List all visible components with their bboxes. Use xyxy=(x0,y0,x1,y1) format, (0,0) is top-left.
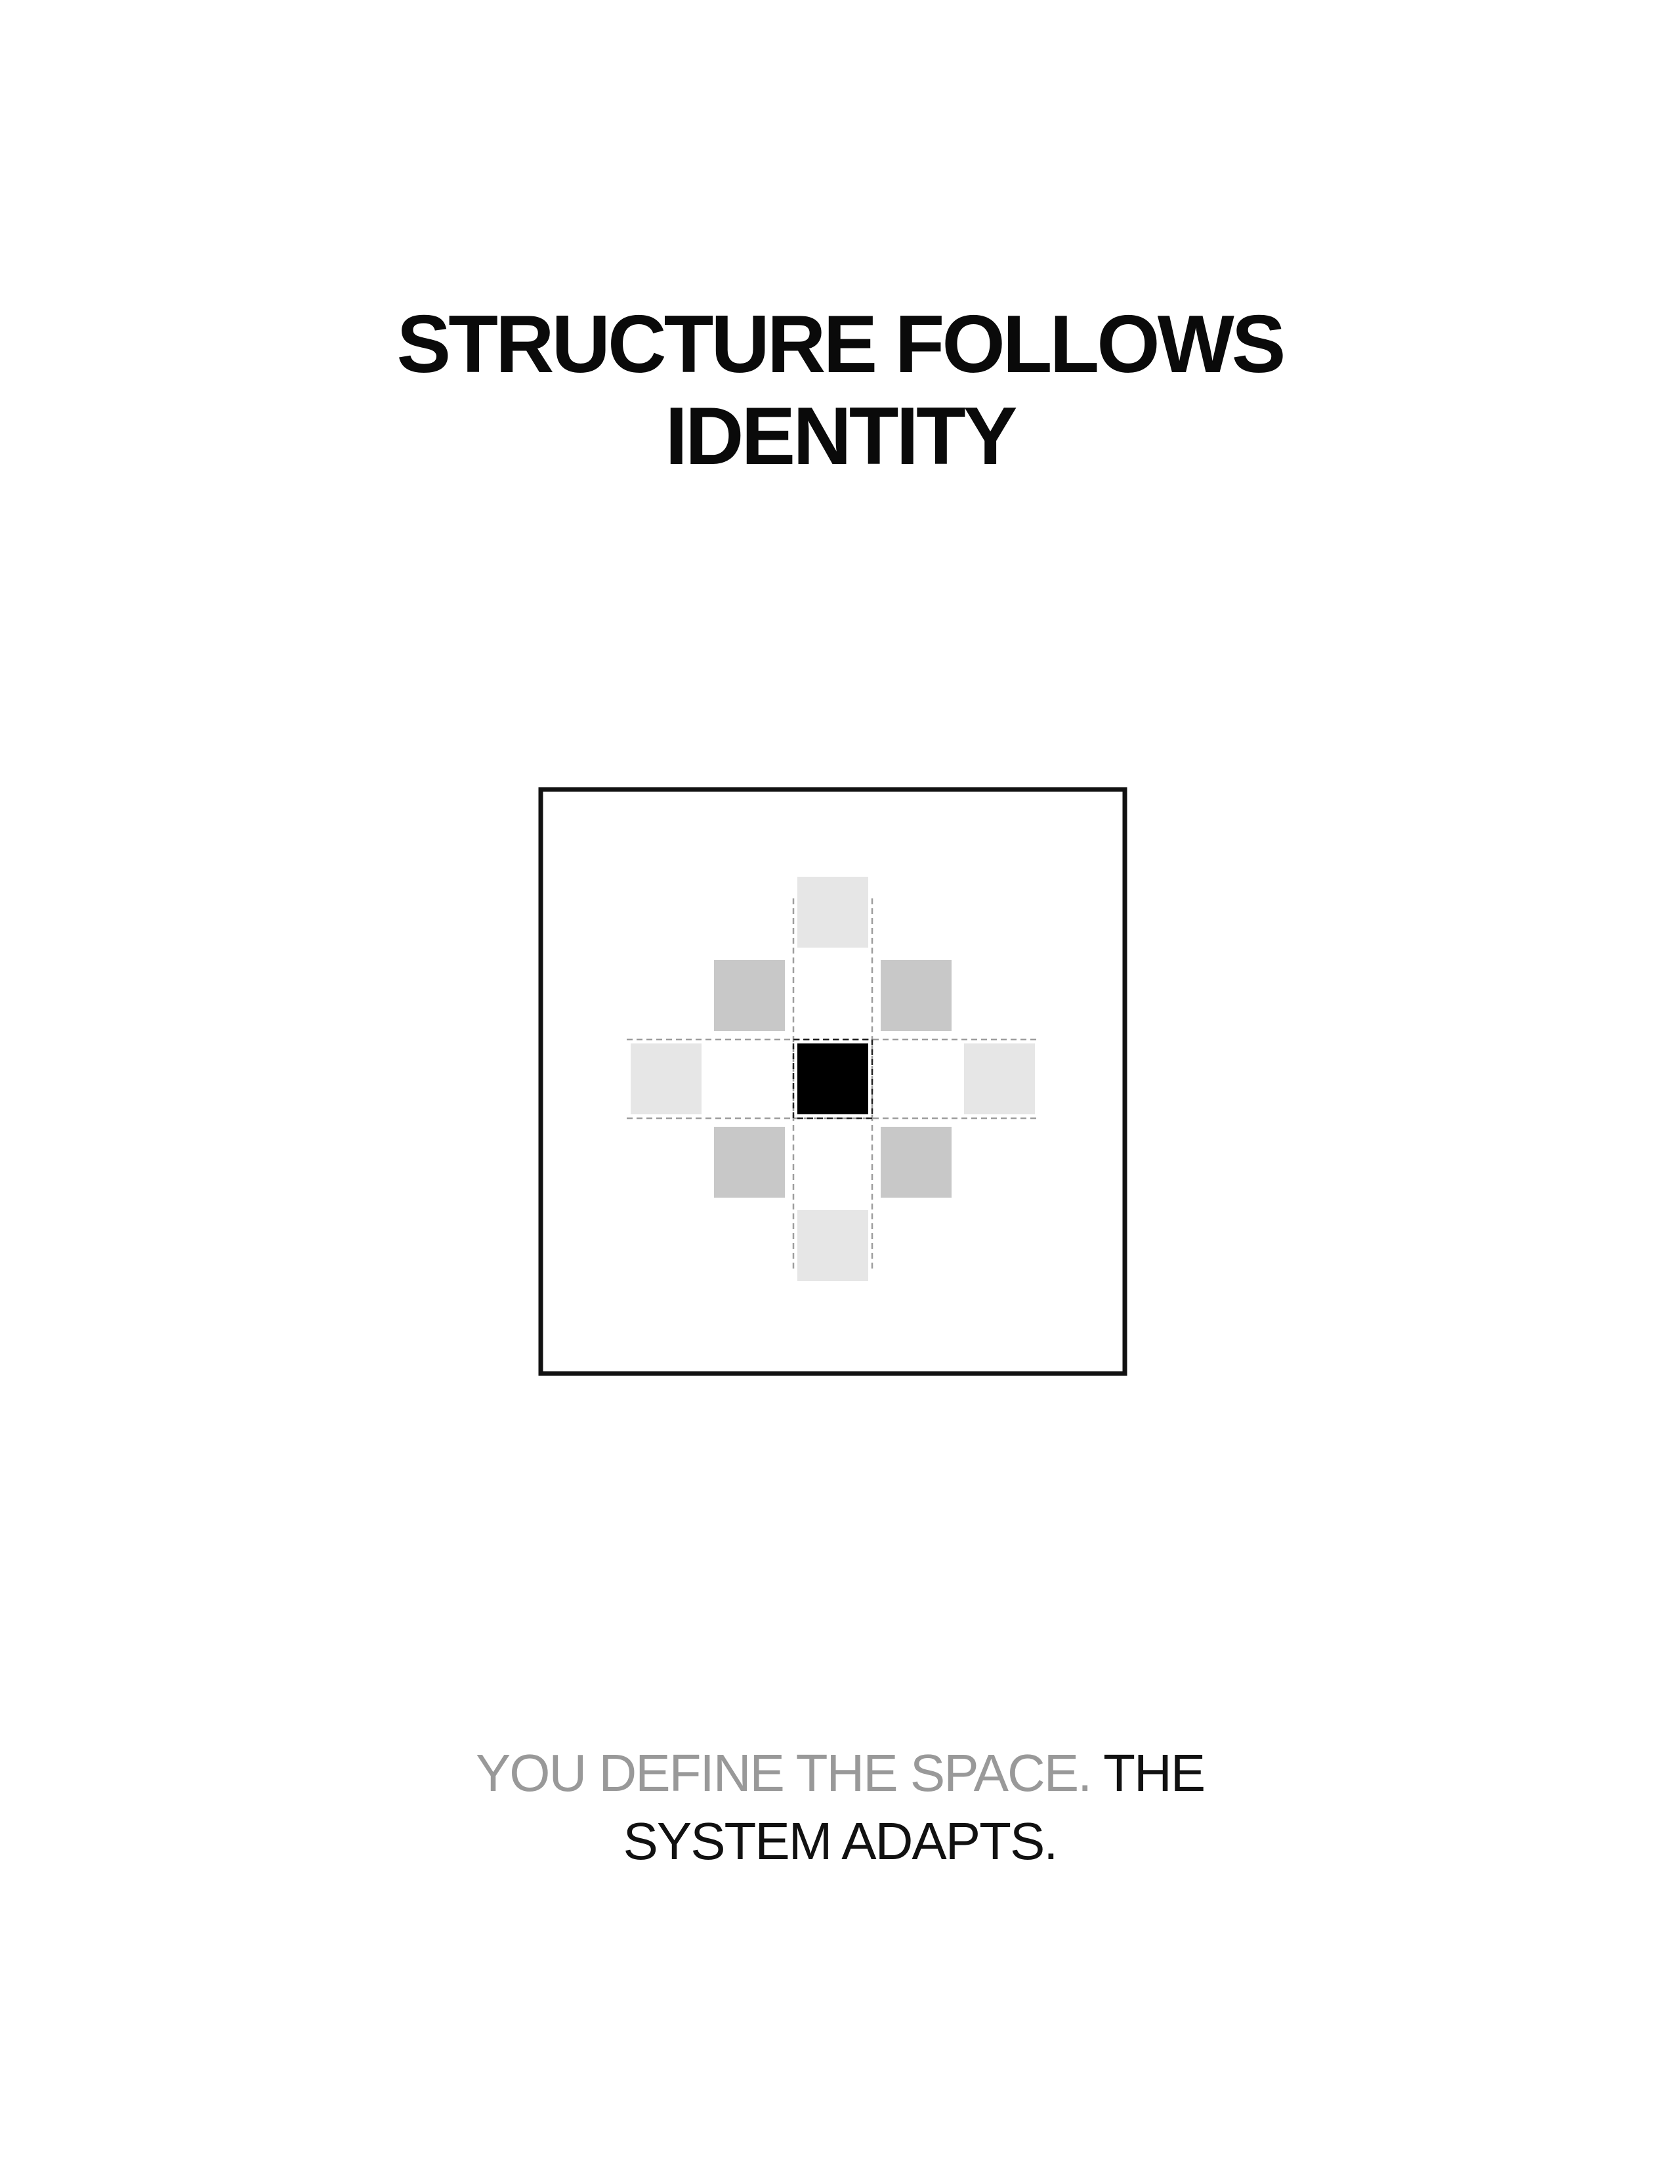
tagline-line-2: SYSTEM ADAPTS. xyxy=(0,1807,1680,1876)
square-right xyxy=(964,1043,1035,1114)
center-square xyxy=(797,1043,868,1114)
square-top-left xyxy=(714,960,785,1031)
tagline-line-1: YOU DEFINE THE SPACE. THE xyxy=(0,1739,1680,1807)
grid-diagram xyxy=(538,787,1127,1376)
square-top-right xyxy=(881,960,952,1031)
tagline-muted: YOU DEFINE THE SPACE. xyxy=(476,1744,1091,1802)
title-line-1: STRUCTURE FOLLOWS xyxy=(0,299,1680,390)
square-bottom-right xyxy=(881,1127,952,1198)
square-bottom-left xyxy=(714,1127,785,1198)
title-line-2: IDENTITY xyxy=(0,390,1680,482)
square-top xyxy=(797,877,868,948)
tagline-emphasis-start: THE xyxy=(1103,1744,1204,1802)
tagline: YOU DEFINE THE SPACE. THE SYSTEM ADAPTS. xyxy=(0,1739,1680,1876)
page-title: STRUCTURE FOLLOWS IDENTITY xyxy=(0,299,1680,482)
square-bottom xyxy=(797,1210,868,1281)
square-left xyxy=(631,1043,702,1114)
